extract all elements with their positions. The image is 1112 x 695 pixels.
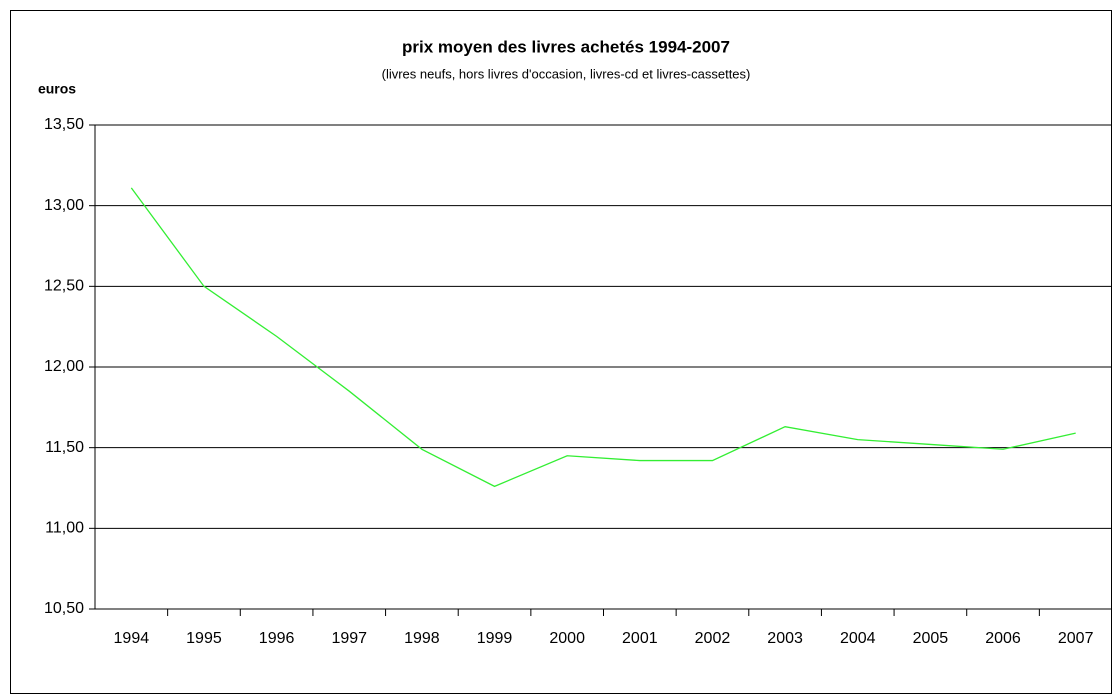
x-tick-label: 1997 [331,630,367,647]
x-tick-label: 2001 [622,630,658,647]
x-tick-label: 1994 [114,630,150,647]
y-tick-label: 10,50 [44,600,84,617]
x-tick-label: 1999 [477,630,513,647]
y-tick-label: 13,00 [44,197,84,214]
x-tick-label: 2004 [840,630,876,647]
chart-title: prix moyen des livres achetés 1994-2007 [402,37,730,56]
chart-subtitle: (livres neufs, hors livres d'occasion, l… [382,66,751,81]
y-tick-label: 12,50 [44,278,84,295]
line [130,187,1076,488]
chart-border [10,10,1112,694]
x-tick-label: 2002 [695,630,731,647]
x-tick-label: 2003 [767,630,803,647]
y-axis-label: euros [38,81,76,97]
x-tick-label: 1995 [186,630,222,647]
x-tick-label: 2000 [549,630,585,647]
x-tick-label: 2005 [913,630,949,647]
y-tick-label: 11,00 [45,520,84,537]
y-tick-label: 11,50 [45,439,84,456]
x-tick-label: 2007 [1058,630,1094,647]
x-tick-label: 2006 [985,630,1021,647]
y-tick-label: 13,50 [44,116,84,133]
y-tick-label: 12,00 [44,358,84,375]
x-tick-label: 1996 [259,630,295,647]
x-tick-label: 1998 [404,630,440,647]
